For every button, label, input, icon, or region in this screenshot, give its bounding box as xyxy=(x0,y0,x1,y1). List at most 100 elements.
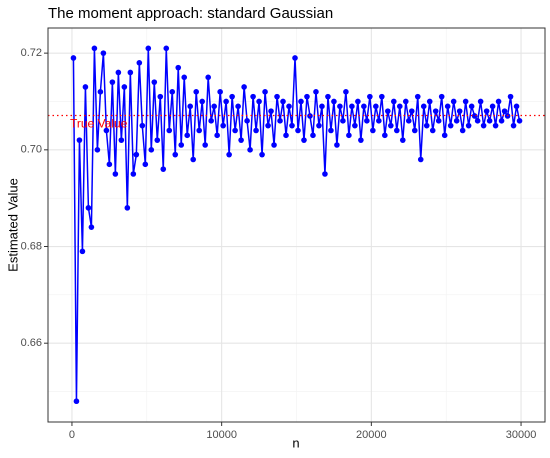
data-point xyxy=(325,93,331,100)
data-point xyxy=(190,156,197,163)
data-point xyxy=(396,103,403,110)
data-point xyxy=(181,74,188,81)
data-point xyxy=(223,98,229,105)
x-axis-label: n xyxy=(292,435,299,450)
data-point xyxy=(337,103,343,110)
data-point xyxy=(370,127,376,134)
data-point xyxy=(402,98,409,105)
data-point xyxy=(202,142,208,148)
data-point xyxy=(70,55,77,61)
data-point xyxy=(235,103,241,110)
panel-border xyxy=(47,27,546,423)
data-point xyxy=(142,161,149,168)
data-point xyxy=(148,147,155,153)
data-point xyxy=(423,122,430,129)
data-point xyxy=(477,98,484,105)
data-point xyxy=(313,89,319,95)
data-point xyxy=(310,132,316,139)
data-point xyxy=(513,103,520,110)
data-point xyxy=(405,118,412,124)
data-point xyxy=(226,151,232,158)
data-line xyxy=(72,48,521,402)
data-point xyxy=(262,89,268,95)
data-point xyxy=(208,118,214,124)
data-point xyxy=(474,118,481,124)
chart-title: The moment approach: standard Gaussian xyxy=(48,5,333,22)
data-point xyxy=(438,93,445,100)
x-tick-label: 20000 xyxy=(356,429,387,441)
data-point xyxy=(408,108,415,114)
y-tick-label: 0.66 xyxy=(21,337,42,349)
data-point xyxy=(361,103,367,110)
data-point xyxy=(328,127,334,134)
data-point xyxy=(331,98,337,105)
data-point xyxy=(193,89,200,95)
data-point xyxy=(468,103,475,110)
data-point xyxy=(133,151,140,158)
data-point xyxy=(343,89,349,95)
data-point xyxy=(130,171,137,177)
data-point xyxy=(268,108,274,114)
data-point xyxy=(379,93,385,100)
data-point xyxy=(420,103,427,110)
data-point xyxy=(220,122,226,129)
data-point xyxy=(238,137,244,143)
data-point xyxy=(349,103,355,110)
data-point xyxy=(100,50,107,56)
data-point xyxy=(292,55,298,61)
data-point xyxy=(91,45,98,52)
data-point xyxy=(322,171,328,177)
data-point xyxy=(82,84,89,90)
data-point xyxy=(376,118,382,124)
data-point xyxy=(73,398,80,405)
data-point xyxy=(109,79,116,85)
data-point xyxy=(471,113,478,119)
data-point xyxy=(139,122,146,129)
x-tick-label: 10000 xyxy=(206,429,237,441)
data-point xyxy=(154,137,161,143)
data-point xyxy=(352,122,358,129)
data-point xyxy=(103,127,110,134)
data-point xyxy=(358,137,364,143)
y-tick-label: 0.70 xyxy=(21,144,42,156)
data-point xyxy=(382,132,388,139)
data-point xyxy=(346,132,352,139)
data-point xyxy=(136,60,143,66)
data-point xyxy=(510,122,517,129)
data-point xyxy=(259,151,265,158)
data-point xyxy=(88,224,95,230)
data-point xyxy=(76,137,83,143)
data-point xyxy=(277,118,283,124)
data-point xyxy=(211,103,217,110)
data-point xyxy=(417,156,424,163)
data-point xyxy=(229,93,235,100)
data-point xyxy=(441,132,448,139)
data-point xyxy=(444,103,451,110)
data-point xyxy=(250,93,256,100)
data-point xyxy=(319,103,325,110)
data-point xyxy=(118,137,125,143)
data-point xyxy=(106,161,113,168)
data-point xyxy=(495,98,502,105)
data-point xyxy=(355,98,361,105)
data-point xyxy=(283,132,289,139)
data-point xyxy=(393,127,400,134)
data-point xyxy=(145,45,152,52)
data-point xyxy=(498,118,505,124)
data-point xyxy=(187,103,194,110)
data-point xyxy=(516,118,523,124)
data-point xyxy=(199,98,205,105)
data-point xyxy=(364,118,370,124)
data-point xyxy=(304,93,310,100)
data-point xyxy=(411,127,418,134)
data-point xyxy=(124,205,131,211)
data-point xyxy=(367,93,373,100)
data-point xyxy=(456,108,463,114)
data-point xyxy=(241,84,247,90)
data-point xyxy=(244,118,250,124)
data-point xyxy=(256,98,262,105)
data-point xyxy=(115,69,122,76)
x-tick-label: 0 xyxy=(69,429,75,441)
data-point xyxy=(450,98,457,105)
data-point xyxy=(453,118,460,124)
